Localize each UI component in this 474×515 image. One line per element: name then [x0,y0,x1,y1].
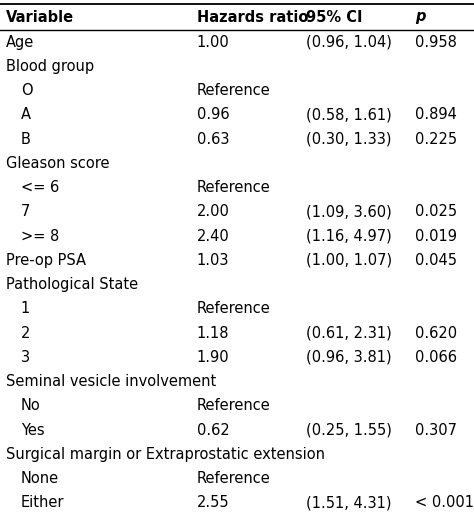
Text: p: p [415,9,425,25]
Text: (0.25, 1.55): (0.25, 1.55) [306,423,392,438]
Text: 0.96: 0.96 [197,107,229,123]
Text: 1.03: 1.03 [197,253,229,268]
Text: (0.30, 1.33): (0.30, 1.33) [306,132,391,147]
Text: 95% CI: 95% CI [306,9,362,25]
Text: B: B [21,132,31,147]
Text: Reference: Reference [197,180,271,195]
Text: 0.62: 0.62 [197,423,229,438]
Text: Pathological State: Pathological State [6,277,138,292]
Text: No: No [21,399,41,414]
Text: Seminal vesicle involvement: Seminal vesicle involvement [6,374,216,389]
Text: >= 8: >= 8 [21,229,59,244]
Text: 0.025: 0.025 [415,204,457,219]
Text: 7: 7 [21,204,30,219]
Text: Hazards ratio: Hazards ratio [197,9,308,25]
Text: O: O [21,83,33,98]
Text: 1.90: 1.90 [197,350,229,365]
Text: 3: 3 [21,350,30,365]
Text: 0.620: 0.620 [415,325,457,340]
Text: (0.61, 2.31): (0.61, 2.31) [306,325,392,340]
Text: 0.019: 0.019 [415,229,457,244]
Text: (1.09, 3.60): (1.09, 3.60) [306,204,392,219]
Text: 2.55: 2.55 [197,495,229,510]
Text: Surgical margin or Extraprostatic extension: Surgical margin or Extraprostatic extens… [6,447,325,462]
Text: 1.18: 1.18 [197,325,229,340]
Text: (1.16, 4.97): (1.16, 4.97) [306,229,392,244]
Text: 0.894: 0.894 [415,107,456,123]
Text: 0.307: 0.307 [415,423,457,438]
Text: Age: Age [6,35,34,49]
Text: 2: 2 [21,325,30,340]
Text: Reference: Reference [197,301,271,316]
Text: (1.51, 4.31): (1.51, 4.31) [306,495,391,510]
Text: (0.96, 3.81): (0.96, 3.81) [306,350,392,365]
Text: Variable: Variable [6,9,74,25]
Text: 1: 1 [21,301,30,316]
Text: <= 6: <= 6 [21,180,59,195]
Text: 0.958: 0.958 [415,35,456,49]
Text: Blood group: Blood group [6,59,94,74]
Text: < 0.001: < 0.001 [415,495,474,510]
Text: 2.40: 2.40 [197,229,229,244]
Text: 0.066: 0.066 [415,350,457,365]
Text: Reference: Reference [197,399,271,414]
Text: 0.63: 0.63 [197,132,229,147]
Text: Reference: Reference [197,83,271,98]
Text: 1.00: 1.00 [197,35,229,49]
Text: 0.045: 0.045 [415,253,457,268]
Text: Pre-op PSA: Pre-op PSA [6,253,86,268]
Text: 2.00: 2.00 [197,204,229,219]
Text: Yes: Yes [21,423,45,438]
Text: Reference: Reference [197,471,271,486]
Text: Gleason score: Gleason score [6,156,109,171]
Text: (0.58, 1.61): (0.58, 1.61) [306,107,392,123]
Text: None: None [21,471,59,486]
Text: A: A [21,107,31,123]
Text: (1.00, 1.07): (1.00, 1.07) [306,253,392,268]
Text: (0.96, 1.04): (0.96, 1.04) [306,35,392,49]
Text: 0.225: 0.225 [415,132,457,147]
Text: Either: Either [21,495,64,510]
